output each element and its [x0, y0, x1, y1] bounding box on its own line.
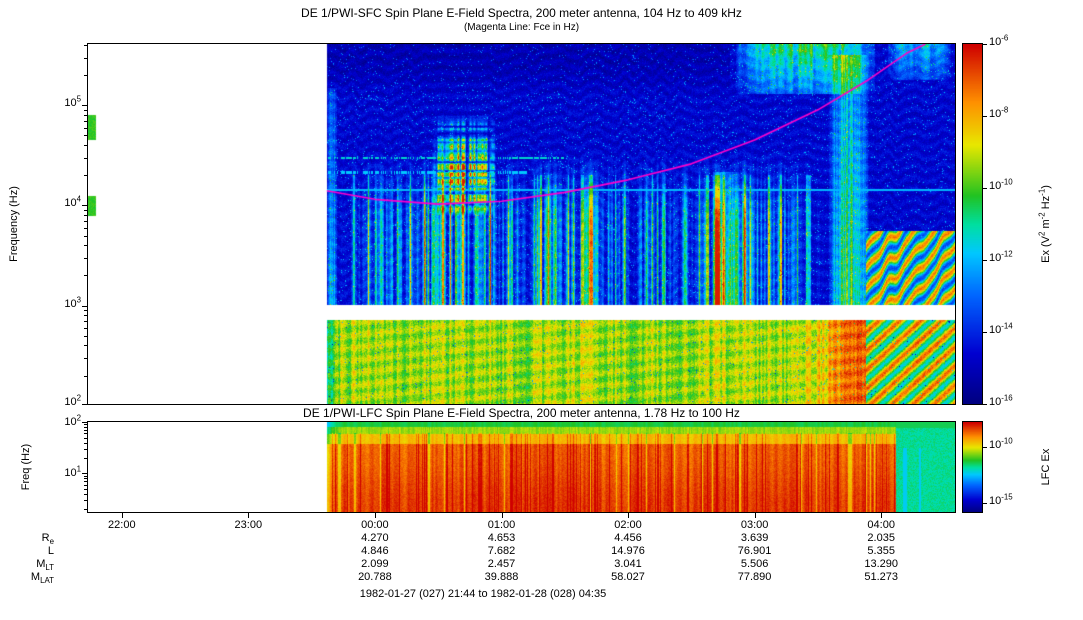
ephemeris-row-label: L: [47, 545, 54, 557]
panel2-ylabel: Freq (Hz): [20, 443, 32, 491]
colorbar2-tick-mark: [983, 503, 987, 504]
ephemeris-value: 20.788: [358, 571, 392, 583]
ephemeris-value: 4.653: [487, 532, 516, 544]
y1-tick-label: 103: [64, 294, 81, 310]
ephemeris-value: 7.682: [487, 545, 516, 557]
x-tick-mark: [754, 513, 756, 518]
y1-tick-label: 105: [64, 94, 81, 110]
colorbar1-tick-label: 10-10: [989, 177, 1013, 192]
x-tick-mark: [121, 513, 123, 518]
ephemeris-row-label: MLT: [36, 558, 54, 573]
ephemeris-row-label: MLAT: [30, 571, 54, 586]
colorbar1-tick-label: 10-14: [989, 321, 1013, 336]
panel2-title: DE 1/PWI-LFC Spin Plane E-Field Spectra,…: [303, 406, 740, 420]
colorbar2-tick-label: 10-15: [989, 492, 1013, 507]
ephemeris-value: 3.041: [614, 558, 642, 570]
ephemeris-row-label: Re: [41, 532, 54, 547]
ephemeris-value: 13.290: [864, 558, 899, 570]
lfc-spectrogram-canvas: [87, 421, 956, 513]
ephemeris-value: 2.457: [487, 558, 516, 570]
time-range-footer: 1982-01-27 (027) 21:44 to 1982-01-28 (02…: [359, 588, 607, 600]
x-tick-label: 00:00: [361, 519, 389, 531]
y1-tick-label: 104: [64, 194, 81, 210]
colorbar2-tick-mark: [983, 447, 987, 449]
colorbar2-label: LFC Ex: [1040, 448, 1052, 486]
x-tick-mark: [881, 513, 883, 518]
ephemeris-value: 5.506: [740, 558, 769, 570]
colorbar1-tick-mark: [983, 44, 987, 45]
y2-tick-label: 101: [64, 464, 81, 480]
x-tick-label: 04:00: [867, 519, 895, 531]
sfc-spectrogram-canvas: [87, 43, 956, 405]
colorbar1-label: Ex (V2 m-2 Hz-1): [1037, 185, 1052, 263]
colorbar1-tick-mark: [983, 188, 987, 189]
sfc-colorbar: [962, 43, 983, 405]
colorbar1-tick-mark: [983, 260, 987, 261]
x-tick-mark: [374, 513, 376, 518]
panel1-subtitle: (Magenta Line: Fce in Hz): [463, 22, 580, 33]
colorbar1-tick-label: 10-12: [989, 249, 1013, 264]
colorbar1-tick-mark: [983, 404, 987, 405]
ephemeris-value: 5.355: [867, 545, 895, 557]
x-tick-mark: [628, 513, 629, 518]
panel1-ylabel: Frequency (Hz): [8, 186, 20, 262]
x-tick-label: 22:00: [108, 519, 136, 531]
y2-tick-label: 102: [64, 413, 81, 428]
x-tick-label: 23:00: [234, 519, 263, 531]
colorbar2-tick-label: 10-10: [989, 436, 1013, 452]
ephemeris-value: 2.099: [361, 558, 389, 570]
colorbar1-tick-mark: [983, 116, 987, 117]
ephemeris-value: 58.027: [611, 571, 645, 583]
ephemeris-value: 51.273: [864, 571, 899, 583]
colorbar1-tick-label: 10-6: [989, 33, 1009, 48]
ephemeris-value: 4.846: [361, 545, 389, 557]
colorbar1-tick-mark: [983, 332, 987, 333]
lfc-colorbar: [962, 421, 983, 513]
y1-tick-label: 102: [64, 393, 81, 408]
x-tick-label: 01:00: [487, 519, 516, 531]
x-tick-mark: [501, 513, 503, 518]
panel1-title: DE 1/PWI-SFC Spin Plane E-Field Spectra,…: [301, 6, 742, 20]
ephemeris-value: 4.270: [361, 532, 389, 544]
x-tick-label: 02:00: [614, 519, 642, 531]
colorbar1-tick-label: 10-16: [989, 393, 1013, 408]
x-tick-mark: [248, 513, 250, 518]
ephemeris-value: 76.901: [737, 545, 772, 557]
ephemeris-value: 4.456: [614, 532, 642, 544]
x-tick-label: 03:00: [740, 519, 769, 531]
ephemeris-value: 39.888: [484, 571, 519, 583]
ephemeris-value: 3.639: [740, 532, 769, 544]
ephemeris-value: 14.976: [611, 545, 645, 557]
colorbar1-tick-label: 10-8: [989, 105, 1009, 120]
ephemeris-value: 2.035: [867, 532, 895, 544]
ephemeris-value: 77.890: [737, 571, 772, 583]
